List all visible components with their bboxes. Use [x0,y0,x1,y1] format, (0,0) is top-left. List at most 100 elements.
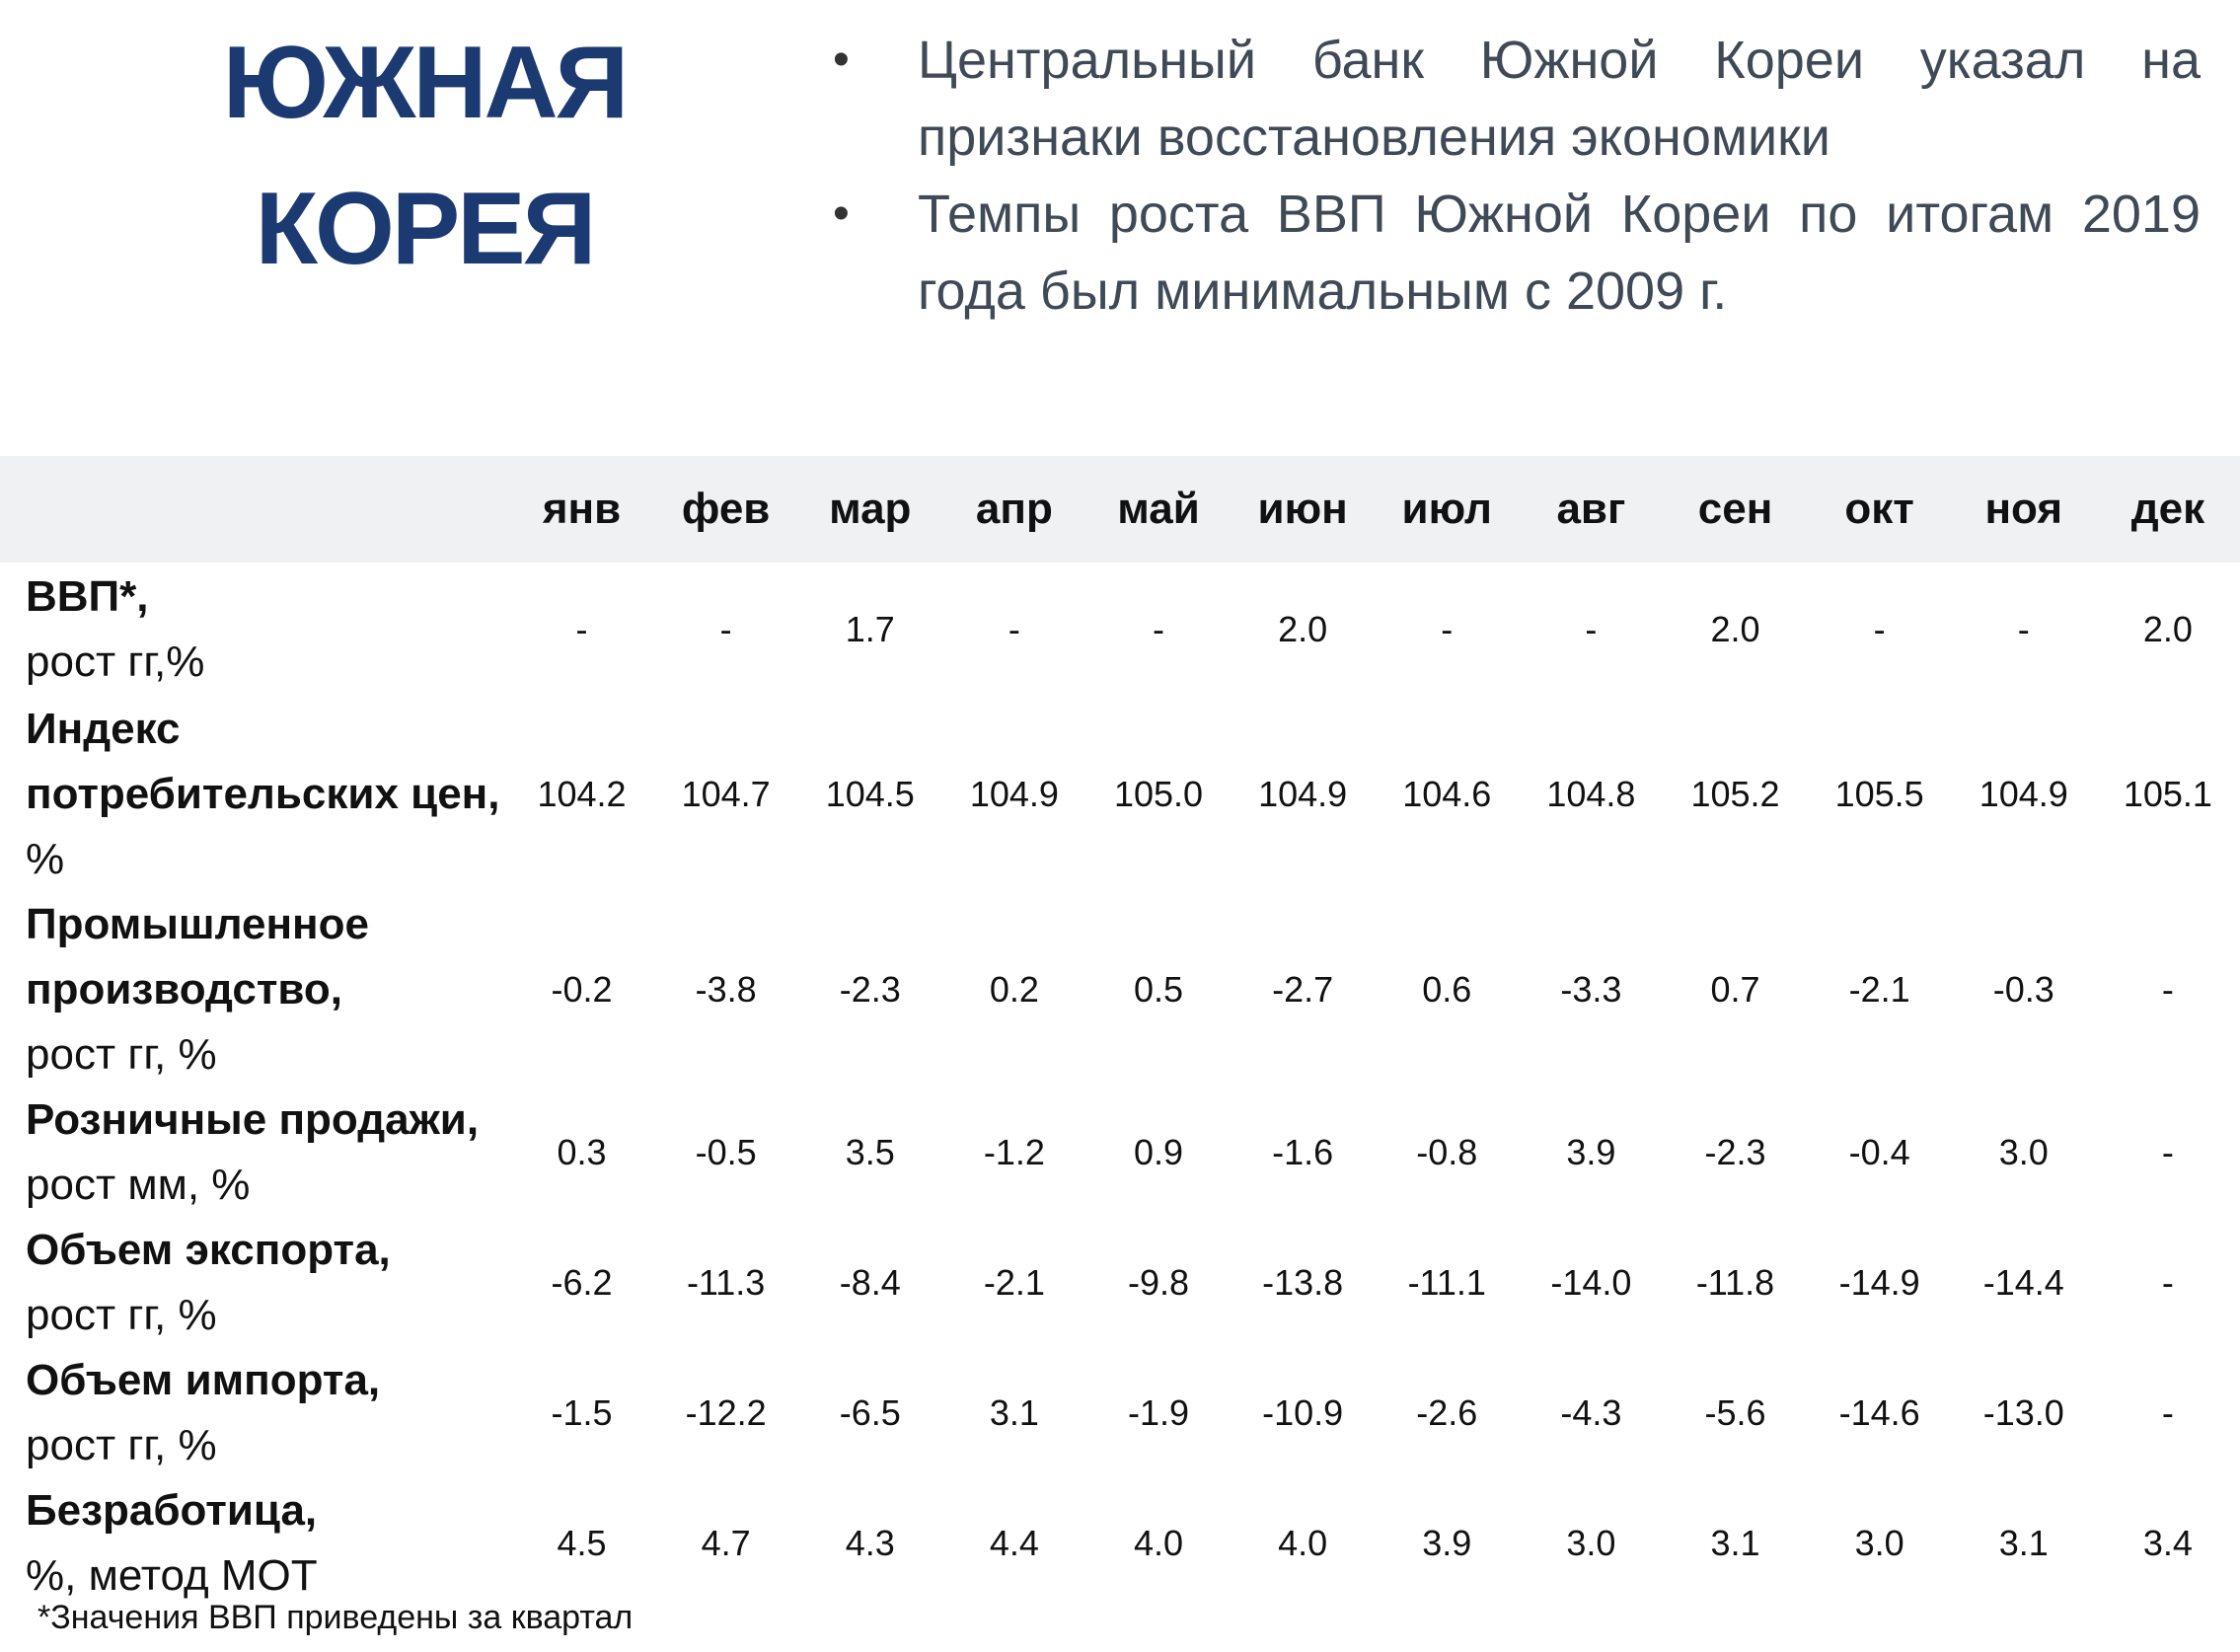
value-cell: 0.9 [1133,1132,1184,1172]
page-title: ЮЖНАЯ КОРЕЯ [168,10,681,302]
value-cell: 0.3 [557,1132,607,1172]
row-label: Объем импорта, рост гг, % [0,1348,509,1478]
table-row: Объем импорта, рост гг, % -1.5 -12.2 -6.5 3.1… [0,1348,2240,1478]
value-cell: -2.3 [1704,1132,1766,1172]
row-label-main: Объем импорта, [26,1356,381,1404]
value-cell: 4.0 [1133,1523,1184,1563]
header-month-7: июл [1401,485,1492,533]
table-header-row: янв фев мар апр май июн июл авг сен окт ноя дек [0,456,2240,563]
value-cell: -11.8 [1695,1262,1775,1303]
row-label-main: Объем экспорта, [26,1226,391,1274]
row-label: Индекс потребительских цен,% [0,697,509,892]
title-line-2: КОРЕЯ [255,172,597,286]
value-cell: 3.1 [1710,1523,1760,1563]
header-empty-cell [0,456,509,563]
value-cell: -13.0 [1982,1392,2064,1433]
value-cell: -2.1 [983,1262,1045,1303]
bullet-item: • Темпы роста ВВП Южной Кореи по итогам … [819,176,2201,330]
value-cell: - [2161,1392,2174,1433]
row-label-main: Розничные продажи, [26,1095,480,1144]
summary-bullets: • Центральный банк Южной Кореи указал на… [819,22,2201,330]
table-row: Объем экспорта, рост гг, % -6.2 -11.3 -8.4 -2… [0,1218,2240,1348]
row-label: Розничные продажи, рост мм, % [0,1088,509,1218]
value-cell: -12.2 [685,1392,767,1433]
value-cell: - [1153,609,1165,649]
bullet-text: Темпы роста ВВП Южной Кореи по итогам 20… [918,185,2201,321]
row-label-main: Индекс потребительских цен, [26,705,500,818]
row-label: Объем экспорта, рост гг, % [0,1218,509,1348]
value-cell: -0.2 [551,969,613,1010]
value-cell: 105.5 [1834,774,1924,814]
row-label: Безработица, %, метод МОТ [0,1478,509,1609]
value-cell: 104.7 [681,774,771,814]
header-month-9: сен [1697,485,1773,533]
table-row: Розничные продажи, рост мм, % 0.3 -0.5 3.5 -1… [0,1088,2240,1218]
row-label-sub: рост гг, % [26,1291,217,1339]
value-cell: - [575,609,588,649]
value-cell: 104.9 [1979,774,2068,814]
value-cell: 105.2 [1690,774,1780,814]
value-cell: -9.8 [1127,1262,1190,1303]
value-cell: - [1008,609,1020,649]
value-cell: -6.5 [839,1392,901,1433]
value-cell: 104.8 [1546,774,1636,814]
row-label-main: ВВП*, [26,572,149,621]
value-cell: -8.4 [839,1262,901,1303]
value-cell: 4.0 [1278,1523,1328,1563]
value-cell: - [2017,609,2030,649]
value-cell: 0.6 [1422,969,1472,1010]
value-cell: -14.6 [1838,1392,1920,1433]
header-month-8: авг [1556,485,1626,533]
value-cell: 2.0 [2142,609,2193,649]
value-cell: -3.3 [1560,969,1622,1010]
footnote: *Значения ВВП приведены за квартал [37,1599,634,1636]
value-cell: -0.5 [695,1132,757,1172]
header-month-5: май [1117,485,1200,533]
bullet-dot-icon: • [833,34,850,86]
row-label: Промышленное производство, рост гг, % [0,892,509,1088]
value-cell: 104.9 [969,774,1059,814]
table-row: Безработица, %, метод МОТ 4.5 4.7 4.3 4.4 4.0 4… [0,1478,2240,1609]
row-label-main: Безработица, [26,1486,318,1535]
table-row: Промышленное производство, рост гг, % -0.2… [0,892,2240,1088]
header-month-3: мар [829,485,912,533]
value-cell: - [719,609,732,649]
value-cell: -0.4 [1848,1132,1910,1172]
value-cell: 104.9 [1258,774,1348,814]
value-cell: -14.0 [1550,1262,1632,1303]
value-cell: -2.7 [1272,969,1334,1010]
value-cell: - [1441,609,1454,649]
value-cell: 3.9 [1422,1523,1472,1563]
value-cell: 2.0 [1278,609,1328,649]
title-line-1: ЮЖНАЯ [222,26,630,140]
value-cell: -5.6 [1704,1392,1766,1433]
row-label-sub: рост мм, % [26,1161,251,1209]
value-cell: - [1873,609,1886,649]
value-cell: - [2161,1132,2174,1172]
row-label: ВВП*, рост гг,% [0,563,509,697]
value-cell: -1.2 [983,1132,1045,1172]
header-month-2: фев [681,485,771,533]
value-cell: -2.1 [1848,969,1910,1010]
value-cell: -14.9 [1838,1262,1920,1303]
value-cell: -11.3 [686,1262,766,1303]
header-month-12: дек [2130,485,2205,533]
value-cell: -10.9 [1262,1392,1344,1433]
value-cell: 4.3 [845,1523,895,1563]
value-cell: -1.5 [551,1392,613,1433]
value-cell: - [1585,609,1598,649]
value-cell: -14.4 [1982,1262,2064,1303]
value-cell: 3.0 [1854,1523,1904,1563]
bullet-dot-icon: • [833,188,850,240]
value-cell: 104.6 [1402,774,1492,814]
header-month-1: янв [542,485,622,533]
table-row: ВВП*, рост гг,% - - 1.7 - - 2.0 - - 2.0 - - 2.0 [0,563,2240,697]
row-label-sub: % [26,835,65,883]
value-cell: 4.7 [701,1523,751,1563]
value-cell: 105.0 [1113,774,1204,814]
value-cell: 3.0 [1998,1132,2049,1172]
value-cell: 105.1 [2123,774,2212,814]
value-cell: 4.5 [557,1523,607,1563]
value-cell: 3.1 [989,1392,1039,1433]
value-cell: 3.0 [1566,1523,1616,1563]
